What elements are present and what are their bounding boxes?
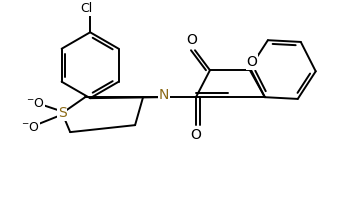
Text: N: N bbox=[159, 88, 169, 102]
Text: O: O bbox=[246, 55, 257, 69]
Text: O: O bbox=[191, 128, 201, 142]
Text: Cl: Cl bbox=[80, 2, 92, 15]
Text: $^{-}$O: $^{-}$O bbox=[26, 97, 45, 110]
Text: S: S bbox=[58, 106, 66, 120]
Text: $^{-}$O: $^{-}$O bbox=[21, 121, 40, 134]
Text: O: O bbox=[187, 33, 197, 47]
